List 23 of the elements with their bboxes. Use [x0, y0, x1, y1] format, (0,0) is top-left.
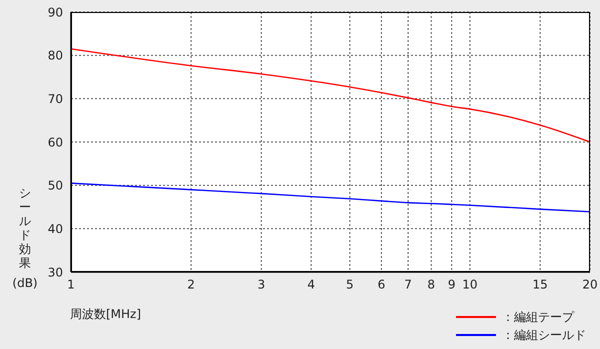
x-tick-label: 5 [346, 278, 354, 292]
y-tick-label: 30 [48, 265, 63, 280]
legend-label: ：編組テープ [502, 308, 574, 326]
y-tick-label: 60 [48, 135, 63, 150]
y-tick-label: 80 [48, 48, 63, 63]
y-tick-label: 40 [48, 222, 63, 236]
x-tick-label: 6 [378, 278, 386, 292]
legend-label: ：編組シールド [502, 326, 586, 344]
y-tick-label: 50 [48, 178, 63, 193]
x-tick-label: 9 [448, 278, 456, 292]
x-tick-label: 3 [258, 278, 266, 292]
y-axis-title: シールド効果(dB) [11, 186, 39, 290]
x-tick-label: 4 [307, 278, 315, 292]
x-tick-label: 1 [67, 278, 75, 292]
y-tick-label: 90 [48, 5, 63, 20]
x-tick-label: 20 [582, 278, 598, 292]
x-axis-title: 周波数[MHz] [70, 306, 142, 323]
x-tick-label: 8 [427, 278, 436, 292]
x-tick-label: 10 [462, 278, 478, 292]
y-tick-label: 70 [48, 92, 63, 106]
x-tick-label: 15 [532, 278, 548, 292]
x-tick-label: 7 [404, 278, 412, 292]
x-tick-label: 2 [187, 278, 195, 292]
